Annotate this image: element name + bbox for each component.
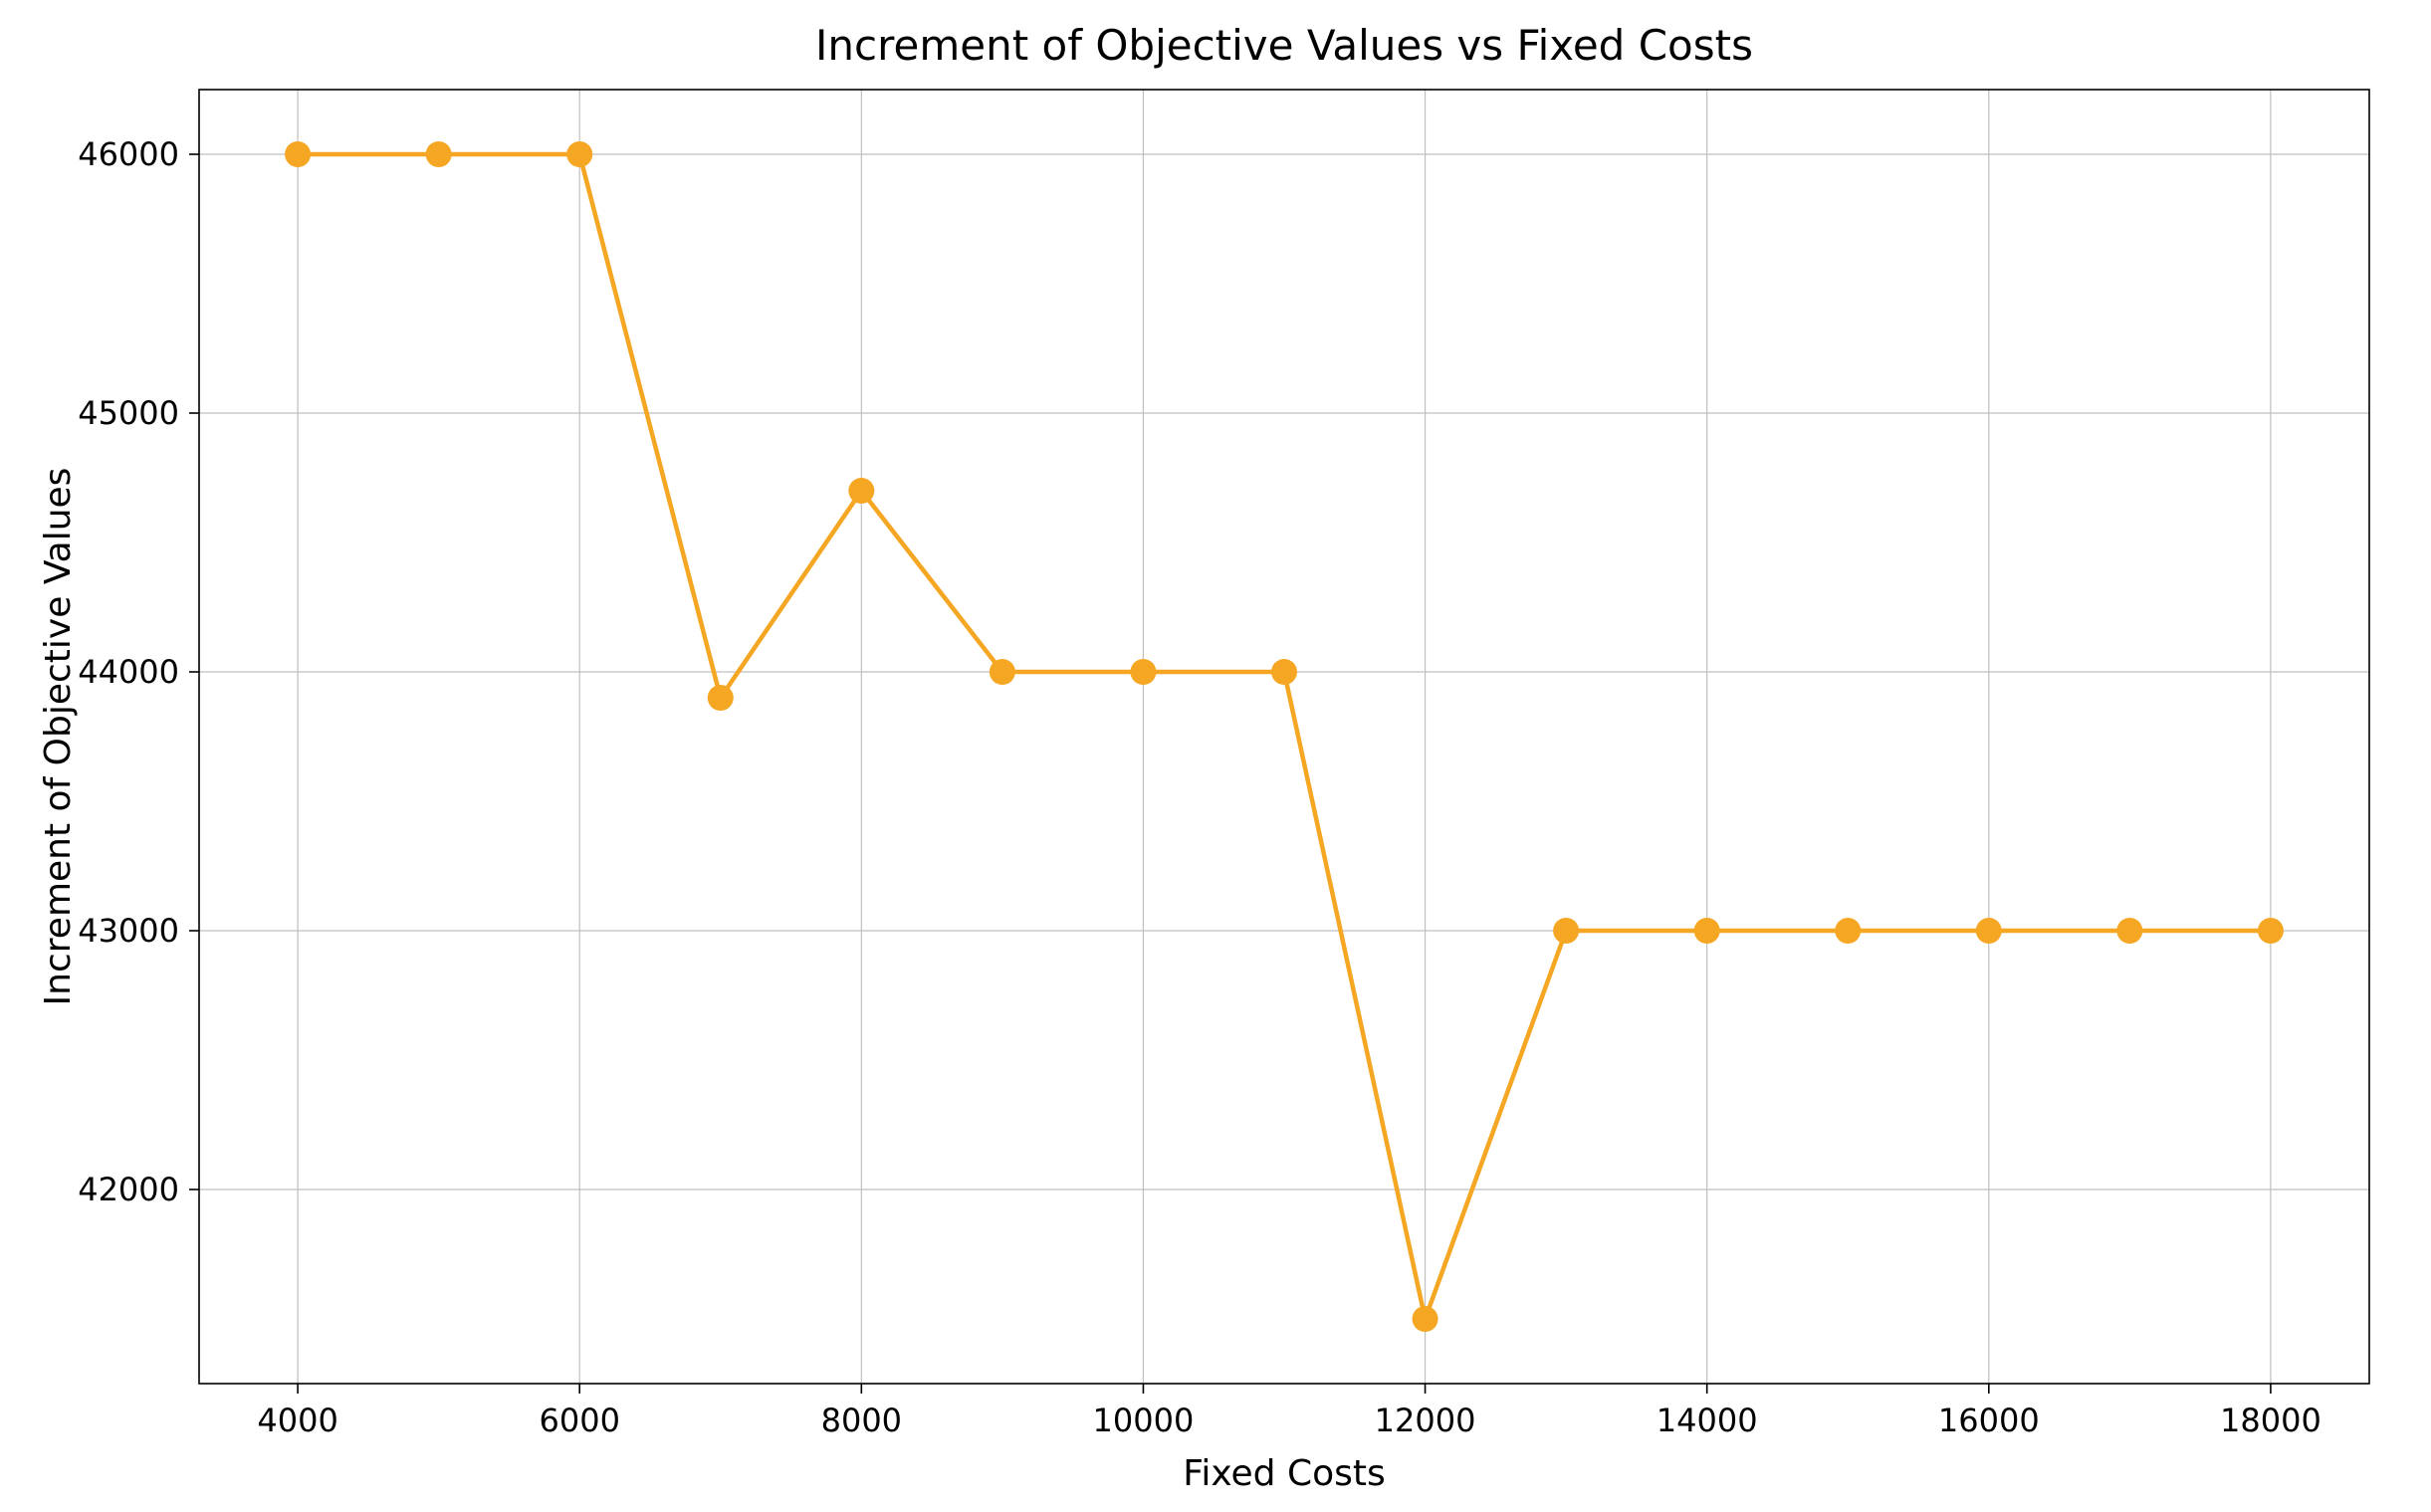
xtick-label: 10000 [1093,1402,1195,1439]
xtick-label: 16000 [1938,1402,2040,1439]
ytick-label: 43000 [78,912,179,950]
xtick-label: 18000 [2220,1402,2321,1439]
data-marker [1271,659,1297,685]
data-marker [708,685,734,711]
xtick-label: 4000 [257,1402,337,1439]
data-marker [566,141,592,167]
xtick-label: 8000 [821,1402,902,1439]
ytick-label: 45000 [78,394,179,432]
ytick-label: 46000 [78,135,179,173]
data-marker [1694,918,1720,944]
data-marker [1835,918,1861,944]
data-marker [426,141,452,167]
data-marker [990,659,1015,685]
chart-container: 4000 6000 8000 10000 12000 14000 16000 18000 420… [0,0,2431,1512]
data-marker [1976,918,2002,944]
data-marker [1553,918,1579,944]
xtick-label: 6000 [539,1402,619,1439]
data-marker [1413,1306,1438,1332]
xtick-label: 12000 [1375,1402,1476,1439]
data-marker [2258,918,2284,944]
ytick-label: 42000 [78,1171,179,1208]
line-chart: 4000 6000 8000 10000 12000 14000 16000 18000 420… [0,0,2431,1512]
y-axis-label: Increment of Objective Values [38,468,79,1006]
data-marker [2116,918,2142,944]
data-marker [1130,659,1156,685]
ytick-label: 44000 [78,653,179,691]
data-marker [285,141,311,167]
xtick-label: 14000 [1657,1402,1758,1439]
data-marker [848,478,874,504]
chart-title: Increment of Objective Values vs Fixed C… [815,21,1753,70]
x-axis-label: Fixed Costs [1183,1453,1386,1494]
